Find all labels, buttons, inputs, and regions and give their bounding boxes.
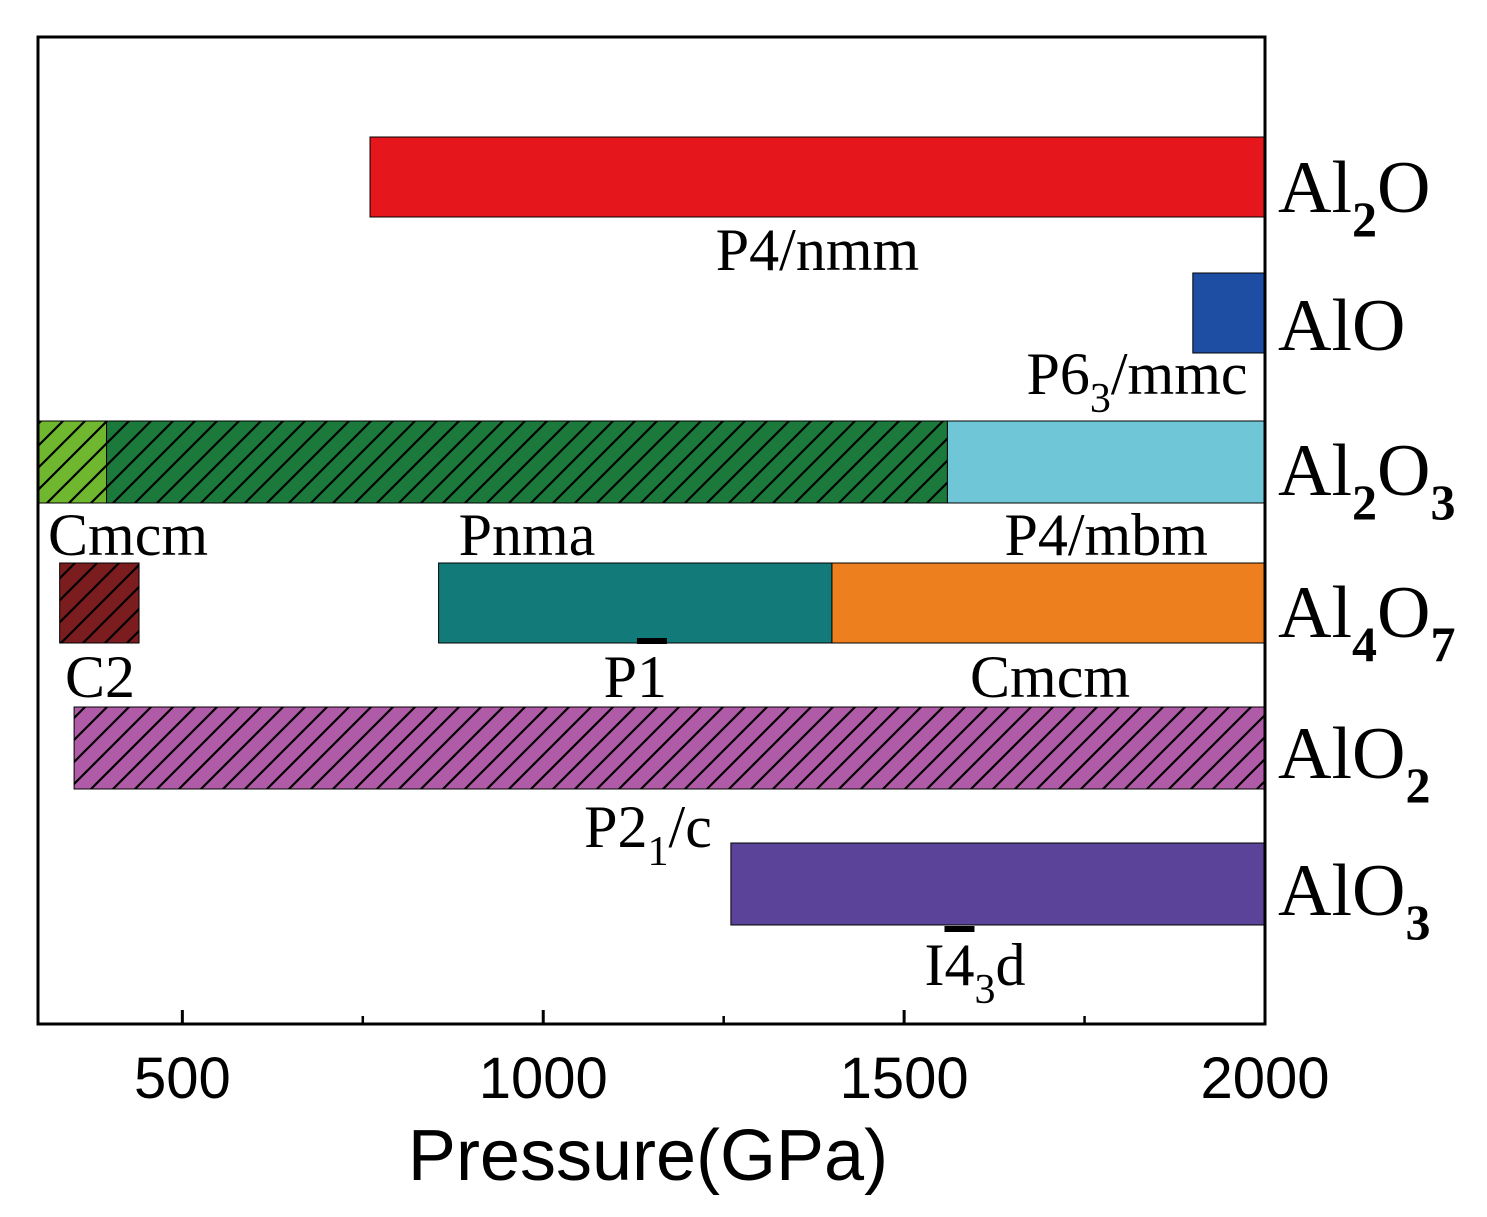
x-axis-ticks: 500 1000 1500 2000 [134,1010,1330,1111]
phase-bar [1192,272,1266,354]
phase-label: P4/mbm [1005,502,1208,568]
x-axis-title: Pressure(GPa) [408,1116,888,1196]
plot-frame [36,35,1267,1026]
phase-bar-hatch [106,421,948,503]
phase-bar [831,562,1266,644]
phase-label: P63/mmc [1026,341,1247,422]
phase-label: I43d [925,932,1026,1013]
phase-label: C2 [65,644,135,710]
x-tick-label: 1500 [840,1046,969,1111]
phase-bar [369,136,1266,218]
compound-label: Al4O7 [1278,572,1455,672]
compound-label: Al2O3 [1278,430,1455,530]
x-tick-label: 500 [134,1046,231,1111]
compound-label: Al2O [1278,147,1430,247]
phase-label: P21/c [584,794,712,875]
compound-labels: Al2O AlO Al2O3 Al4O7 AlO2 AlO3 [1278,147,1455,950]
phase-label: P4/nmm [716,217,919,283]
phase-labels: P4/nmm P63/mmc Cmcm Pnma P4/mbm C2 P1 Cmcm P21/c… [48,217,1248,1013]
phase-bars [37,136,1266,926]
phase-bar [946,420,1266,504]
compound-label: AlO [1278,285,1405,367]
phase-bar-hatch [59,563,140,643]
phase-label: Cmcm [970,644,1130,710]
phase-bar [730,842,1266,926]
compound-label: AlO2 [1278,713,1430,813]
x-tick-label: 1000 [479,1046,608,1111]
phase-bar-hatch [38,421,107,503]
phase-label: Pnma [459,502,596,568]
compound-label: AlO3 [1278,850,1430,950]
phase-label: P1 [604,644,667,710]
phase-bar-hatch [74,707,1265,789]
x-tick-label: 2000 [1200,1046,1329,1111]
phase-bar [438,562,833,644]
phase-label: Cmcm [48,502,208,568]
